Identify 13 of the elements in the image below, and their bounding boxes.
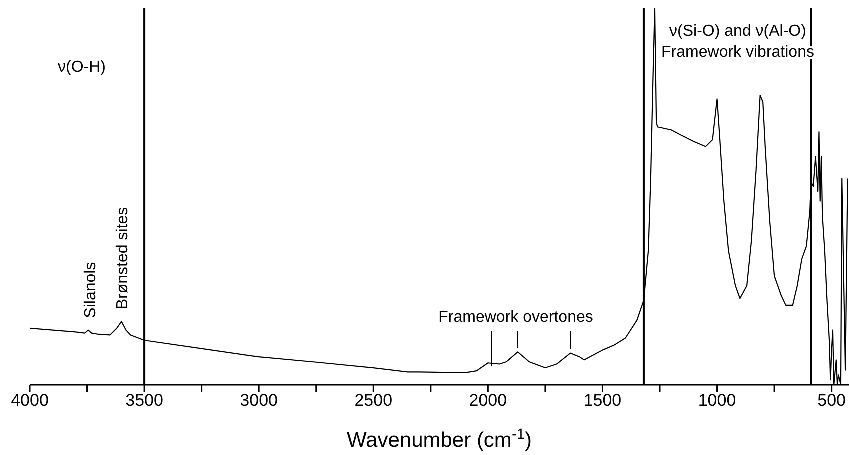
annotation: Framework overtones xyxy=(438,309,594,326)
annotation: ν(O-H) xyxy=(58,59,106,76)
x-tick-label: 4000 xyxy=(11,391,49,410)
x-tick-label: 1000 xyxy=(698,391,736,410)
x-tick-label: 3000 xyxy=(240,391,278,410)
x-tick-label: 3500 xyxy=(126,391,164,410)
x-axis-title: Wavenumber (cm$^{-1}$) xyxy=(347,427,532,452)
annotation: Brønsted sites xyxy=(114,207,132,310)
x-tick-label: 500 xyxy=(818,391,846,410)
x-tick-label: 2000 xyxy=(469,391,508,410)
annotation: Silanols xyxy=(82,262,100,318)
x-tick-label: 2500 xyxy=(354,391,393,410)
x-tick-label: 1500 xyxy=(584,391,622,410)
